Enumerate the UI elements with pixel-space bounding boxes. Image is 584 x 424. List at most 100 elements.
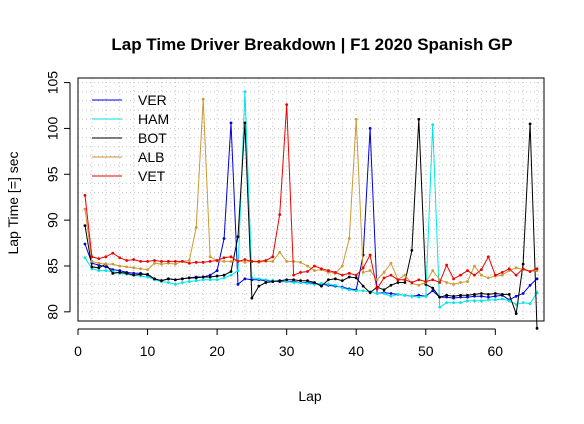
- data-point: [521, 292, 525, 295]
- data-point: [222, 259, 226, 263]
- data-point: [111, 271, 115, 275]
- data-point: [507, 267, 511, 271]
- x-tick-label: 30: [279, 343, 295, 359]
- data-point: [507, 293, 511, 296]
- data-point: [340, 279, 344, 283]
- data-point: [361, 289, 365, 293]
- data-point: [326, 278, 330, 282]
- data-point: [180, 277, 184, 281]
- data-point: [229, 259, 233, 263]
- data-point: [278, 250, 282, 254]
- data-point: [201, 97, 205, 101]
- data-point: [507, 299, 511, 303]
- data-point: [347, 271, 351, 275]
- data-point: [125, 259, 129, 262]
- data-point: [236, 282, 240, 286]
- x-tick-label: 50: [418, 343, 434, 359]
- data-point: [118, 256, 122, 260]
- data-point: [320, 284, 323, 288]
- data-point: [257, 259, 261, 263]
- x-tick-label: 20: [209, 343, 225, 359]
- data-point: [333, 271, 337, 274]
- plot-frame: [77, 77, 545, 322]
- data-point: [153, 277, 156, 281]
- data-point: [167, 259, 170, 263]
- data-point: [375, 287, 379, 291]
- x-tick-label: 40: [348, 343, 364, 359]
- y-tick-label: 80: [45, 304, 61, 320]
- data-point: [500, 293, 504, 296]
- data-point: [396, 281, 400, 284]
- y-tick-label: 100: [45, 117, 61, 141]
- data-point: [194, 226, 198, 229]
- data-point: [347, 237, 351, 240]
- data-point: [139, 272, 142, 276]
- data-point: [236, 269, 240, 272]
- data-point: [500, 273, 504, 277]
- chart-title: Lap Time Driver Breakdown | F1 2020 Span…: [111, 35, 512, 54]
- data-point: [452, 282, 455, 286]
- data-point: [125, 265, 129, 269]
- data-point: [278, 213, 282, 217]
- data-point: [97, 257, 101, 261]
- data-point: [139, 267, 142, 271]
- legend-label: VET: [138, 168, 166, 184]
- data-point: [243, 277, 247, 281]
- data-point: [320, 267, 323, 271]
- data-point: [278, 279, 282, 283]
- data-point: [132, 273, 136, 277]
- data-point: [466, 280, 469, 283]
- data-point: [90, 265, 94, 269]
- data-point: [257, 284, 261, 288]
- data-point: [473, 264, 476, 268]
- data-point: [403, 281, 407, 284]
- data-point: [480, 294, 483, 298]
- data-point: [264, 281, 268, 284]
- data-point: [452, 294, 455, 298]
- legend-label: HAM: [138, 111, 169, 127]
- data-point: [486, 255, 490, 259]
- data-point: [535, 326, 539, 330]
- data-point: [438, 281, 442, 284]
- data-point: [264, 259, 268, 262]
- data-point: [194, 279, 198, 283]
- data-point: [160, 262, 163, 266]
- data-point: [215, 274, 219, 278]
- data-point: [347, 275, 351, 279]
- data-point: [229, 270, 233, 273]
- data-point: [417, 278, 421, 282]
- data-point: [215, 259, 219, 262]
- data-point: [431, 286, 435, 290]
- data-point: [493, 292, 497, 295]
- data-point: [424, 294, 428, 298]
- data-point: [173, 282, 177, 286]
- data-point: [306, 270, 309, 273]
- data-point: [500, 271, 504, 274]
- data-point: [473, 273, 476, 277]
- data-point: [431, 123, 435, 127]
- data-point: [201, 260, 205, 264]
- data-point: [403, 278, 407, 282]
- data-point: [299, 271, 302, 274]
- data-point: [445, 301, 449, 305]
- data-point: [320, 282, 323, 285]
- data-point: [208, 259, 212, 263]
- data-point: [187, 280, 191, 283]
- data-point: [382, 292, 386, 295]
- data-point: [313, 269, 316, 272]
- data-point: [83, 207, 87, 211]
- data-point: [271, 280, 275, 283]
- x-axis: 0 10 20 30 40 50 60: [74, 328, 503, 359]
- data-point: [417, 117, 421, 121]
- data-point: [104, 265, 108, 269]
- data-point: [97, 269, 101, 272]
- data-point: [473, 299, 476, 303]
- data-point: [173, 259, 177, 263]
- data-point: [173, 262, 177, 266]
- data-point: [104, 269, 108, 272]
- legend-item-alb: ALB: [92, 149, 164, 165]
- data-point: [292, 273, 296, 277]
- data-point: [285, 278, 289, 282]
- data-point: [146, 259, 149, 263]
